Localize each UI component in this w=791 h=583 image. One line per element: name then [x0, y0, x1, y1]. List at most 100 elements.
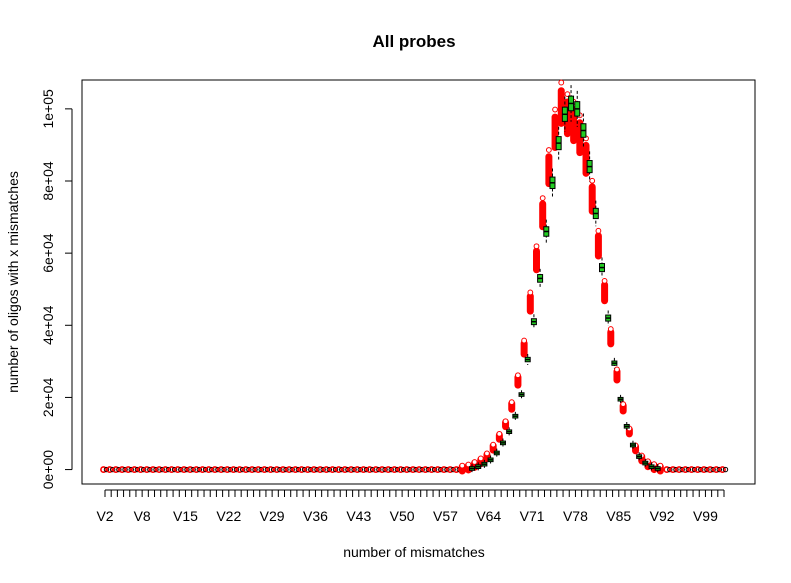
zero-box-red: [421, 466, 429, 473]
zero-box-black: [716, 466, 723, 473]
zero-box-red: [236, 466, 244, 473]
zero-box-black: [134, 466, 141, 473]
zero-box-black: [171, 466, 178, 473]
red-outlier: [459, 462, 466, 469]
zero-box-red: [353, 466, 361, 473]
zero-box-black: [679, 466, 685, 473]
zero-box-black: [227, 466, 234, 473]
zero-box-red: [248, 466, 256, 473]
red-outlier: [496, 430, 503, 437]
red-outlier: [515, 372, 521, 379]
zero-box-red: [335, 466, 343, 473]
zero-box-black: [425, 466, 432, 473]
x-axis: V2 V8 V15 V22 V29 V36 V43 V50 V57 V64 V71 V78 V85 V92…: [96, 489, 725, 524]
y-tick-label: 0e+00: [40, 450, 56, 490]
zero-box-black: [159, 466, 165, 473]
zero-box-red: [143, 466, 151, 473]
red-outlier: [539, 195, 546, 202]
zero-box-black: [128, 466, 134, 473]
zero-box-red: [700, 466, 708, 473]
chart-marks: [100, 79, 729, 475]
x-tick-label: V71: [520, 508, 545, 524]
y-tick-label: 4e+04: [40, 305, 56, 345]
zero-box-black: [382, 466, 388, 473]
x-tick-label: V64: [476, 508, 501, 524]
red-outlier: [595, 227, 602, 234]
zero-box-black: [673, 466, 679, 473]
zero-box-red: [298, 466, 305, 473]
x-tick-label: V78: [563, 508, 588, 524]
zero-box-red: [669, 466, 677, 473]
zero-box-red: [403, 466, 411, 473]
zero-box-black: [444, 466, 450, 473]
zero-box-black: [295, 466, 302, 473]
zero-box-red: [242, 466, 250, 473]
y-tick-label: 8e+04: [40, 161, 56, 201]
zero-box-black: [314, 466, 320, 473]
red-outlier: [521, 337, 528, 344]
zero-box-black: [369, 466, 376, 473]
x-tick-label: V50: [390, 508, 415, 524]
zero-box-red: [372, 466, 380, 473]
zero-box-black: [388, 466, 394, 473]
zero-box-black: [233, 466, 240, 473]
red-outlier: [465, 461, 472, 468]
zero-box-red: [254, 466, 262, 473]
zero-box-red: [391, 466, 398, 473]
zero-box-black: [165, 466, 172, 473]
x-tick-label: V92: [650, 508, 675, 524]
zero-box-black: [326, 466, 333, 473]
zero-box-red: [322, 466, 330, 473]
x-tick-label: V29: [260, 508, 285, 524]
zero-box-black: [345, 466, 351, 473]
y-tick-label: 1e+05: [40, 89, 56, 129]
zero-box-red: [112, 466, 120, 473]
zero-box-red: [106, 466, 114, 473]
zero-box-red: [100, 466, 107, 473]
zero-box-red: [192, 466, 200, 473]
zero-box-black: [184, 466, 190, 473]
zero-box-black: [413, 466, 419, 473]
zero-box-red: [341, 466, 349, 473]
zero-box-red: [663, 466, 671, 473]
zero-box-black: [221, 466, 227, 473]
zero-box-black: [258, 466, 264, 473]
zero-box-red: [415, 466, 423, 473]
x-tick-label: V15: [173, 508, 198, 524]
x-tick-label: V8: [134, 508, 151, 524]
zero-box-black: [351, 466, 357, 473]
zero-box-red: [180, 466, 188, 473]
zero-box-red: [688, 466, 695, 473]
plot-frame: [81, 79, 756, 485]
zero-box-red: [137, 466, 145, 473]
zero-box-black: [394, 466, 401, 473]
zero-box-black: [438, 466, 444, 473]
red-outlier: [601, 277, 608, 284]
zero-box-red: [223, 466, 231, 473]
zero-box-black: [407, 466, 413, 473]
zero-box-black: [190, 466, 196, 473]
zero-box-red: [694, 466, 702, 473]
zero-box-red: [675, 466, 683, 473]
zero-box-red: [719, 466, 726, 473]
zero-box-red: [360, 466, 367, 473]
zero-box-black: [239, 466, 246, 473]
zero-box-black: [153, 466, 159, 473]
zero-box-red: [118, 466, 126, 473]
x-tick-label: V2: [96, 508, 113, 524]
red-outlier: [564, 91, 571, 98]
zero-box-red: [378, 466, 386, 473]
zero-box-black: [147, 466, 153, 473]
zero-box-black: [196, 466, 203, 473]
red-outlier: [558, 79, 565, 86]
zero-box-black: [264, 466, 271, 473]
red-outlier: [552, 106, 558, 113]
zero-box-black: [357, 466, 363, 473]
chart-title: All probes: [372, 32, 455, 51]
zero-box-red: [428, 466, 435, 473]
zero-box-black: [122, 466, 128, 473]
zero-box-red: [706, 466, 714, 473]
zero-box-red: [409, 466, 417, 473]
zero-box-red: [186, 466, 194, 473]
